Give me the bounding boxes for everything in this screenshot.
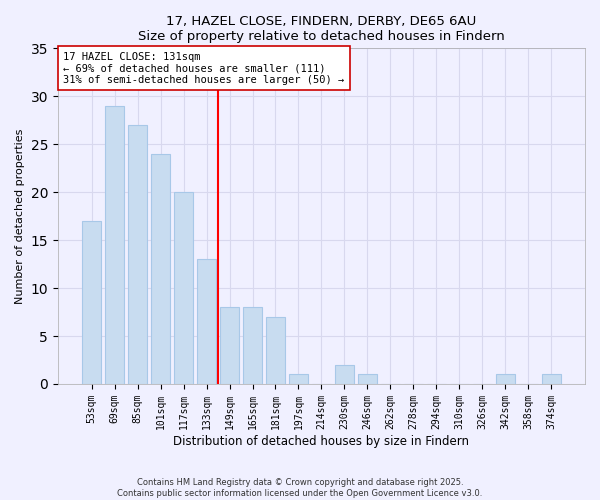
Bar [289,374,308,384]
Bar [243,308,262,384]
Bar [358,374,377,384]
Title: 17, HAZEL CLOSE, FINDERN, DERBY, DE65 6AU
Size of property relative to detached : 17, HAZEL CLOSE, FINDERN, DERBY, DE65 6A… [138,15,505,43]
Text: Contains HM Land Registry data © Crown copyright and database right 2025.
Contai: Contains HM Land Registry data © Crown c… [118,478,482,498]
Bar [174,192,193,384]
Bar [82,221,101,384]
Bar [542,374,561,384]
Bar [220,308,239,384]
Text: 17 HAZEL CLOSE: 131sqm
← 69% of detached houses are smaller (111)
31% of semi-de: 17 HAZEL CLOSE: 131sqm ← 69% of detached… [63,52,344,85]
Y-axis label: Number of detached properties: Number of detached properties [15,128,25,304]
Bar [197,260,217,384]
Bar [105,106,124,384]
Bar [335,365,354,384]
Bar [128,125,148,384]
Bar [151,154,170,384]
Bar [266,317,285,384]
Bar [496,374,515,384]
X-axis label: Distribution of detached houses by size in Findern: Distribution of detached houses by size … [173,434,469,448]
